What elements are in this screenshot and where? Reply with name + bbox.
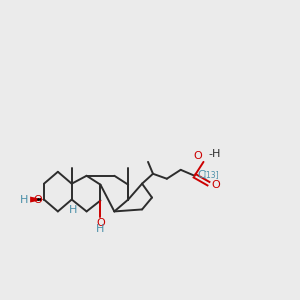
Text: O: O (96, 218, 105, 228)
Text: C: C (198, 170, 205, 180)
Polygon shape (30, 196, 44, 202)
Text: H: H (96, 224, 105, 234)
Text: [13]: [13] (203, 170, 219, 179)
Text: O: O (33, 194, 42, 205)
Text: H: H (20, 194, 28, 205)
Text: -H: -H (208, 149, 221, 159)
Text: O: O (212, 180, 220, 190)
Text: O: O (194, 151, 203, 161)
Text: H: H (68, 206, 77, 215)
